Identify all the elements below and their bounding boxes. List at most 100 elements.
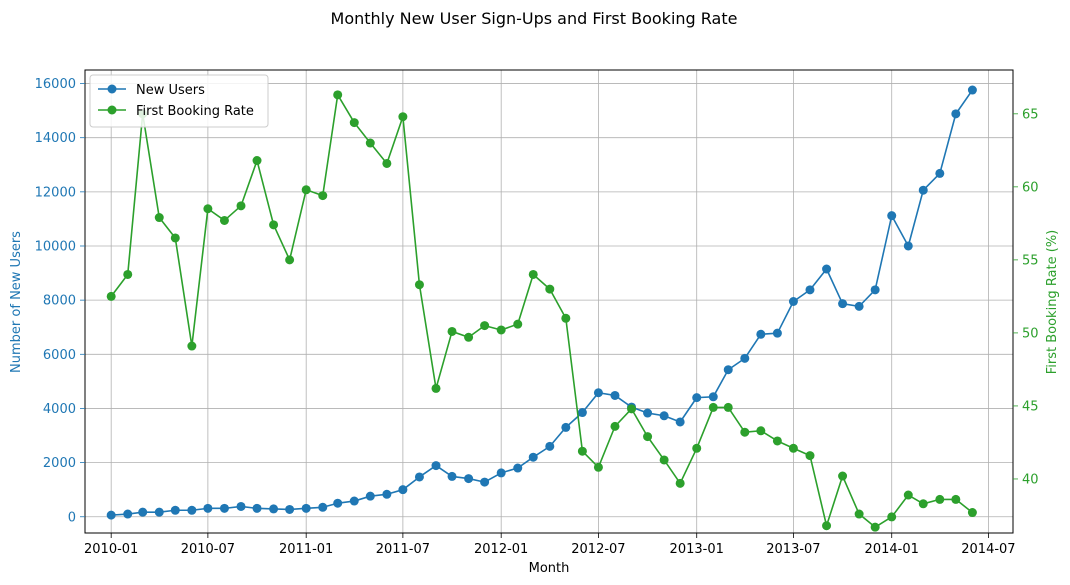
point-new-users-2011-08 — [414, 472, 424, 482]
y-left-tick-label-3: 6000 — [43, 348, 76, 363]
point-new-users-2011-02 — [318, 502, 328, 512]
point-new-users-2010-12 — [285, 504, 295, 514]
point-first-booking-rate-2011-09 — [431, 383, 441, 393]
y-left-tick-label-2: 4000 — [43, 402, 76, 417]
point-first-booking-rate-2013-04 — [740, 427, 750, 437]
y-right-tick-label-3: 55 — [1022, 253, 1039, 268]
point-new-users-2013-04 — [740, 353, 750, 363]
point-new-users-2014-06 — [967, 85, 977, 95]
point-new-users-2012-08 — [610, 390, 620, 400]
point-first-booking-rate-2011-04 — [349, 118, 359, 128]
y-left-tick-label-6: 12000 — [35, 185, 76, 200]
point-new-users-2010-02 — [123, 509, 133, 519]
point-first-booking-rate-2010-06 — [187, 341, 197, 351]
x-tick-label-5: 2012-07 — [571, 542, 625, 557]
point-new-users-2014-04 — [935, 168, 945, 178]
point-first-booking-rate-2013-07 — [788, 443, 798, 453]
point-new-users-2014-05 — [951, 109, 961, 119]
point-new-users-2010-04 — [154, 507, 164, 517]
point-new-users-2013-07 — [788, 297, 798, 306]
point-new-users-2011-10 — [447, 471, 457, 481]
point-first-booking-rate-2012-12 — [675, 478, 685, 488]
point-new-users-2010-11 — [269, 504, 279, 514]
grid — [85, 70, 1013, 533]
series-first-booking-rate — [106, 90, 977, 532]
legend-marker-first-booking-rate — [107, 105, 117, 115]
point-first-booking-rate-2012-04 — [545, 284, 555, 294]
x-tick-label-4: 2012-01 — [474, 542, 528, 557]
point-new-users-2010-01 — [106, 510, 116, 520]
x-tick-label-7: 2013-07 — [766, 542, 820, 557]
point-new-users-2010-07 — [203, 503, 213, 513]
y-axis-right: 40 45 50 55 60 65 — [1013, 107, 1039, 487]
point-first-booking-rate-2013-05 — [756, 426, 766, 436]
point-new-users-2010-08 — [219, 503, 229, 513]
point-new-users-2011-03 — [333, 498, 343, 508]
point-first-booking-rate-2011-11 — [464, 332, 474, 342]
point-first-booking-rate-2011-02 — [318, 191, 328, 201]
point-first-booking-rate-2012-07 — [593, 462, 603, 472]
y-right-tick-label-2: 50 — [1022, 326, 1039, 341]
point-first-booking-rate-2013-10 — [838, 471, 848, 481]
point-first-booking-rate-2014-02 — [903, 490, 913, 500]
point-first-booking-rate-2013-12 — [870, 522, 880, 532]
point-first-booking-rate-2010-08 — [219, 215, 229, 225]
point-new-users-2011-12 — [480, 477, 490, 487]
point-first-booking-rate-2014-06 — [967, 508, 977, 518]
point-first-booking-rate-2011-08 — [414, 280, 424, 290]
point-first-booking-rate-2012-05 — [561, 313, 571, 323]
point-first-booking-rate-2010-05 — [170, 233, 180, 243]
point-first-booking-rate-2014-05 — [951, 494, 961, 504]
y-right-tick-label-4: 60 — [1022, 180, 1039, 195]
point-first-booking-rate-2010-10 — [252, 156, 262, 166]
point-first-booking-rate-2013-09 — [822, 521, 832, 531]
point-first-booking-rate-2010-07 — [203, 204, 213, 214]
chart-title: Monthly New User Sign-Ups and First Book… — [331, 9, 738, 28]
legend-box — [89, 74, 269, 128]
point-new-users-2010-05 — [170, 505, 180, 515]
legend-marker-new-users — [107, 84, 117, 94]
y-right-tick-label-5: 65 — [1022, 107, 1039, 122]
point-new-users-2012-11 — [659, 411, 669, 421]
point-first-booking-rate-2012-11 — [659, 455, 669, 465]
point-first-booking-rate-2012-03 — [528, 269, 538, 279]
point-new-users-2010-03 — [138, 507, 148, 517]
point-new-users-2012-06 — [577, 408, 587, 418]
point-new-users-2013-08 — [805, 285, 815, 295]
point-new-users-2013-03 — [723, 365, 733, 375]
y-left-tick-label-1: 2000 — [43, 456, 76, 471]
point-new-users-2010-06 — [187, 505, 197, 515]
point-new-users-2012-01 — [496, 468, 506, 478]
y-axis-right-title: First Booking Rate (%) — [1045, 230, 1060, 375]
point-new-users-2013-10 — [838, 299, 848, 309]
point-first-booking-rate-2013-02 — [708, 402, 718, 412]
point-first-booking-rate-2011-01 — [301, 185, 311, 195]
point-first-booking-rate-2011-05 — [365, 138, 375, 148]
point-first-booking-rate-2012-06 — [577, 446, 587, 456]
x-axis-title: Month — [529, 561, 570, 576]
x-tick-label-1: 2010-07 — [181, 542, 235, 557]
point-new-users-2012-02 — [513, 463, 523, 473]
point-first-booking-rate-2011-03 — [333, 90, 343, 100]
legend-label-new-users: New Users — [136, 83, 205, 98]
point-new-users-2012-05 — [561, 422, 571, 432]
x-axis: 2010-01 2010-07 2011-01 2011-07 2012-01 2012-… — [84, 533, 1016, 557]
y-left-tick-label-0: 0 — [68, 510, 76, 525]
legend-label-first-booking-rate: First Booking Rate — [136, 104, 254, 119]
point-new-users-2013-02 — [708, 392, 718, 402]
point-new-users-2013-09 — [822, 264, 832, 274]
x-tick-label-3: 2011-07 — [376, 542, 430, 557]
point-first-booking-rate-2012-10 — [643, 432, 653, 442]
point-first-booking-rate-2014-03 — [918, 499, 928, 509]
point-first-booking-rate-2013-11 — [854, 509, 864, 519]
point-new-users-2014-03 — [918, 185, 928, 195]
point-new-users-2014-01 — [887, 211, 897, 221]
y-axis-left: 0 2000 4000 6000 8000 10000 12000 14000 16000 — [35, 77, 85, 525]
legend: New Users First Booking Rate — [89, 74, 269, 128]
x-tick-label-2: 2011-01 — [279, 542, 333, 557]
point-first-booking-rate-2011-06 — [382, 158, 392, 168]
y-left-tick-label-7: 14000 — [35, 131, 76, 146]
x-tick-label-8: 2014-01 — [865, 542, 919, 557]
point-first-booking-rate-2013-03 — [723, 402, 733, 412]
